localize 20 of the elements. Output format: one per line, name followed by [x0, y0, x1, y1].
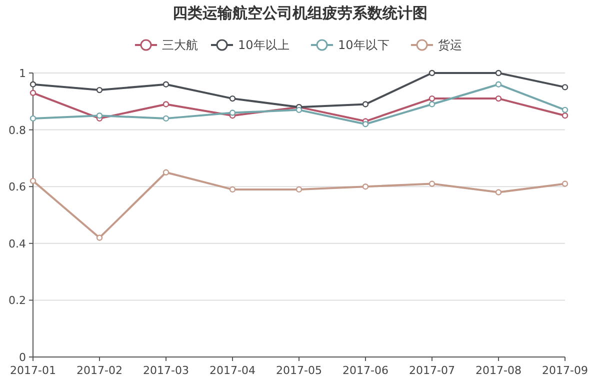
y-tick-label: 0: [19, 351, 26, 364]
y-tick-label: 0.2: [8, 294, 26, 308]
legend-label: 10年以下: [338, 38, 390, 52]
y-tick-label: 0.4: [8, 237, 26, 250]
x-tick-label: 2017-07: [409, 364, 455, 377]
x-tick-label: 2017-04: [210, 364, 256, 377]
legend-label: 三大航: [162, 38, 198, 52]
x-tick-label: 2017-06: [342, 364, 388, 377]
y-tick-label: 0.8: [8, 124, 26, 137]
y-tick-label: 1: [19, 67, 26, 80]
x-tick-label: 2017-09: [542, 364, 588, 377]
x-tick-label: 2017-01: [10, 364, 56, 377]
x-tick-label: 2017-05: [276, 364, 322, 377]
y-tick-label: 0.6: [8, 180, 26, 194]
x-tick-label: 2017-03: [143, 364, 189, 377]
x-tick-label: 2017-02: [76, 364, 122, 377]
legend-label: 10年以上: [238, 38, 290, 52]
chart-title: 四类运输航空公司机组疲劳系数统计图: [172, 4, 428, 22]
legend-label: 货运: [438, 38, 462, 52]
x-tick-label: 2017-08: [476, 364, 522, 377]
